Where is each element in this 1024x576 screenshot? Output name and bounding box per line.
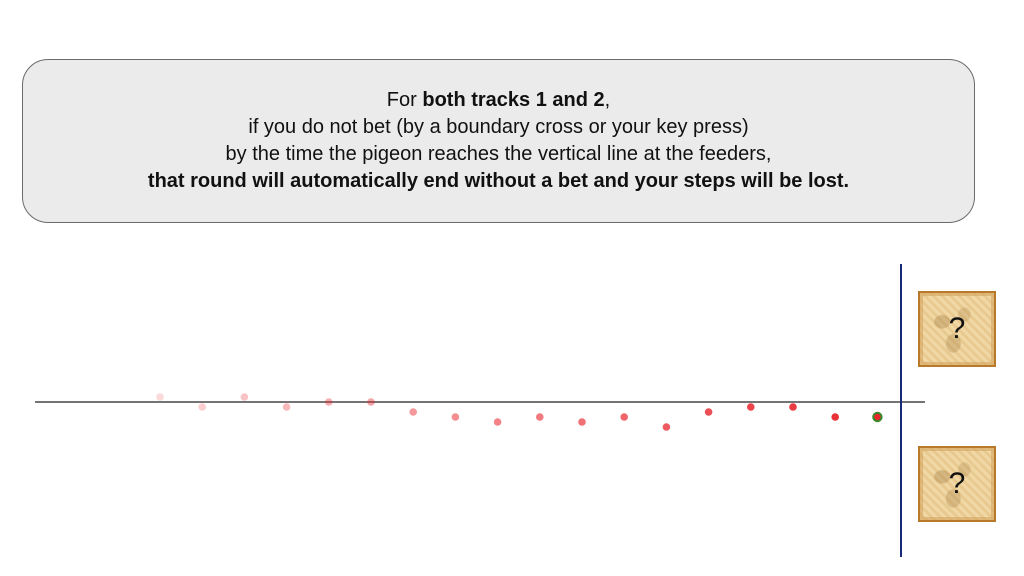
pigeon-step-dot: [620, 413, 628, 421]
pigeon-current-position: [872, 411, 883, 423]
instruction-line-2: if you do not bet (by a boundary cross o…: [248, 116, 749, 138]
pigeon-step-dot: [409, 408, 418, 416]
pigeon-step-dot: [662, 423, 671, 431]
pigeon-step-dot: [451, 413, 460, 421]
pigeon-step-dot: [493, 418, 502, 426]
pigeon-step-dot: [367, 398, 375, 406]
instruction-panel: For both tracks 1 and 2, if you do not b…: [22, 59, 975, 223]
instruction-line-1-suffix: ,: [604, 89, 611, 111]
pigeon-steps: [156, 393, 883, 431]
pigeon-step-dot: [198, 403, 206, 411]
pigeon-step-dot: [747, 403, 755, 411]
pigeon-step-dot: [325, 398, 333, 406]
pigeon-step-dot: [240, 393, 249, 401]
instruction-line-3: by the time the pigeon reaches the verti…: [225, 143, 772, 165]
pigeon-step-dot: [789, 403, 797, 411]
instruction-line-4: that round will automatically end withou…: [147, 170, 850, 192]
instruction-line-1-emphasis: both tracks 1 and 2: [422, 89, 605, 111]
pigeon-step-dot: [156, 393, 164, 401]
pigeon-step-dot: [282, 403, 291, 411]
pigeon-step-dot: [578, 418, 586, 426]
feeder-top: ?: [918, 291, 996, 367]
pigeon-step-dot: [536, 413, 544, 421]
question-mark-icon: ?: [948, 312, 966, 345]
pigeon-step-dot: [831, 413, 839, 421]
instruction-line-1-prefix: For: [386, 89, 423, 111]
feeder-bottom: ?: [918, 446, 996, 522]
pigeon-step-dot: [704, 408, 713, 416]
question-mark-icon: ?: [948, 467, 966, 500]
instruction-line-1: For both tracks 1 and 2,: [387, 87, 610, 114]
